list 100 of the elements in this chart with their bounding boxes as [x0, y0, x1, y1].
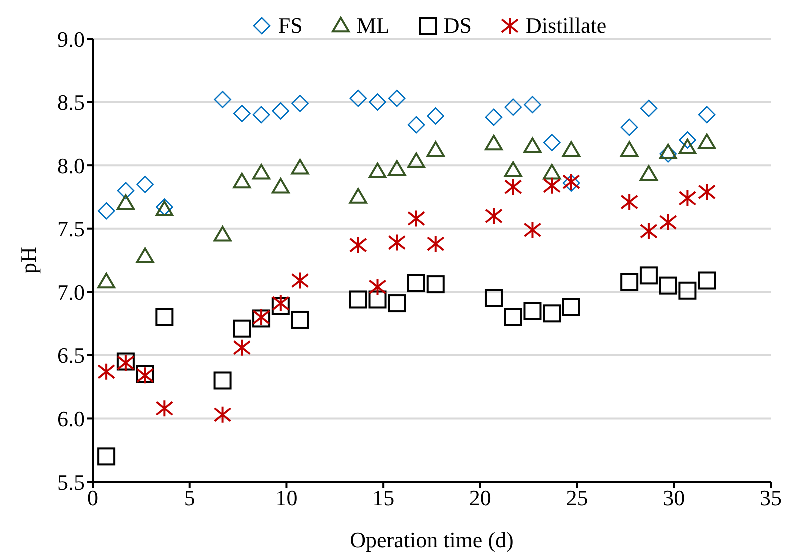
point: [252, 164, 271, 180]
point: [698, 272, 716, 290]
point: [369, 94, 386, 111]
point: [349, 236, 368, 254]
point: [678, 189, 697, 208]
point: [98, 362, 116, 381]
point: [640, 266, 658, 285]
point: [659, 276, 678, 295]
point: [408, 116, 426, 134]
x-tick-label: 10: [276, 486, 298, 511]
legend-label: Distillate: [526, 13, 607, 39]
point: [504, 178, 522, 196]
point: [98, 448, 116, 466]
point: [659, 144, 678, 160]
point: [214, 91, 232, 108]
point: [408, 210, 426, 228]
point: [484, 135, 503, 151]
y-tick-label: 7.5: [58, 216, 85, 242]
y-tick-label: 8.0: [58, 153, 85, 178]
point: [408, 152, 426, 168]
point: [504, 308, 522, 326]
point: [640, 222, 658, 240]
point: [272, 178, 290, 194]
point: [291, 310, 310, 329]
point: [698, 134, 716, 150]
point: [640, 100, 658, 118]
point: [272, 102, 290, 120]
x-tick-label: 15: [372, 486, 395, 511]
point: [485, 108, 503, 126]
x-tick-label: 5: [184, 486, 196, 511]
point: [349, 290, 368, 309]
point: [214, 406, 232, 424]
point: [252, 106, 270, 124]
x-tick-label: 0: [88, 486, 98, 511]
legend-label: DS: [444, 13, 472, 39]
point: [291, 159, 310, 175]
point: [640, 165, 658, 182]
legend-label: ML: [356, 13, 390, 39]
point: [136, 176, 154, 194]
point: [214, 226, 232, 242]
point: [484, 289, 503, 308]
point: [368, 278, 387, 296]
point: [388, 90, 406, 108]
point: [156, 400, 174, 418]
y-tick-label: 5.5: [58, 470, 85, 495]
point: [562, 141, 580, 157]
point: [388, 234, 406, 252]
x-tick-label: 35: [760, 486, 782, 511]
point: [427, 108, 445, 125]
point: [426, 141, 445, 157]
point: [543, 176, 562, 195]
point: [679, 132, 696, 149]
point: [620, 193, 639, 212]
point: [98, 202, 116, 220]
x-tick-label: 30: [663, 486, 686, 511]
point: [117, 182, 135, 200]
y-tick-label: 6.0: [58, 406, 85, 432]
x-tick-label: 20: [469, 486, 492, 511]
point: [368, 162, 387, 178]
y-tick-label: 6.5: [58, 343, 85, 368]
point: [543, 134, 561, 152]
point: [98, 273, 116, 289]
point: [524, 221, 542, 240]
x-tick-label: 25: [566, 486, 588, 511]
x-axis-title: Operation time (d): [350, 528, 514, 553]
point: [233, 338, 252, 357]
legend-label: FS: [278, 13, 303, 39]
point: [543, 164, 562, 180]
point: [426, 235, 445, 254]
point: [291, 272, 310, 290]
point: [620, 141, 639, 157]
point: [388, 160, 406, 176]
point: [214, 372, 232, 390]
point: [156, 308, 174, 326]
point: [504, 162, 522, 178]
point: [234, 105, 251, 122]
point: [659, 214, 678, 232]
y-tick-label: 7.0: [58, 280, 85, 305]
point: [543, 304, 562, 323]
point: [562, 298, 580, 316]
point: [484, 207, 503, 226]
point: [524, 302, 542, 320]
point: [233, 320, 252, 338]
y-axis-title: pH: [16, 246, 41, 274]
y-tick-label: 8.5: [58, 90, 85, 116]
point: [233, 173, 252, 189]
point: [698, 106, 716, 124]
point: [678, 282, 697, 300]
point: [388, 294, 406, 313]
point: [292, 94, 309, 112]
point: [524, 96, 542, 114]
point: [408, 274, 426, 292]
point: [620, 273, 639, 292]
point: [136, 248, 154, 264]
point: [504, 98, 522, 116]
point: [116, 194, 135, 210]
point: [350, 90, 368, 108]
point: [620, 118, 638, 136]
point: [349, 188, 368, 204]
point: [678, 138, 697, 154]
